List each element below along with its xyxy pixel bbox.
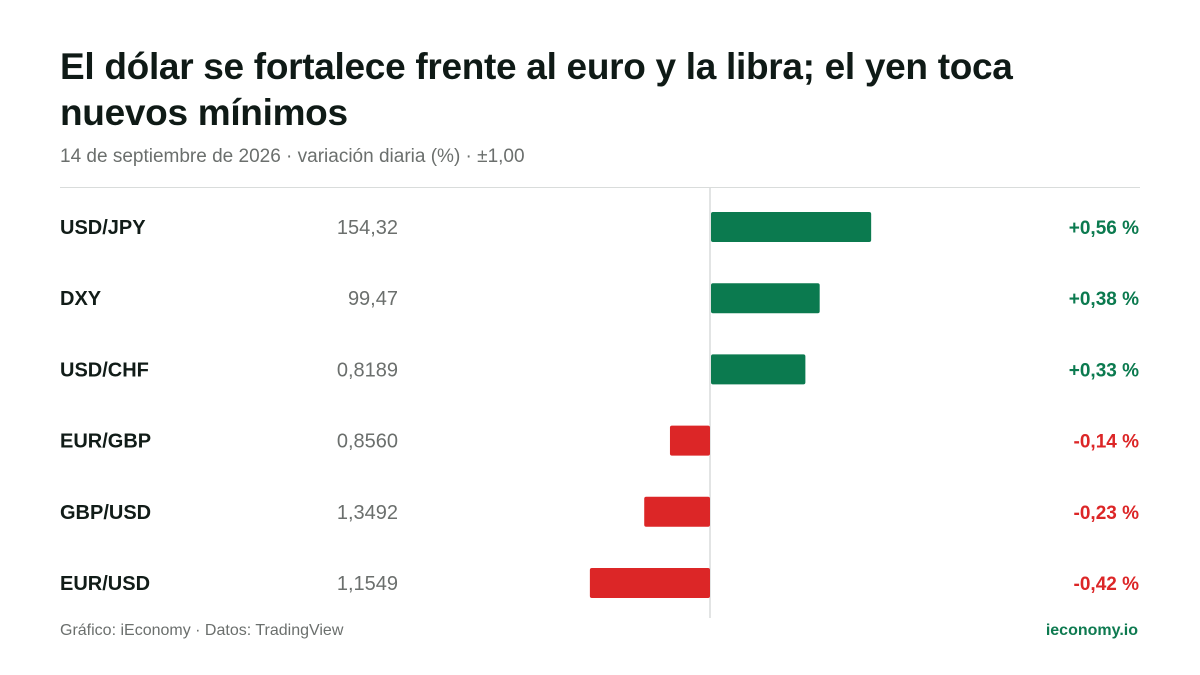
brand-link[interactable]: ieconomy.io xyxy=(1045,622,1138,639)
category-label: EUR/GBP xyxy=(60,431,151,453)
price-label: 0,8189 xyxy=(337,359,398,381)
price-label: 154,32 xyxy=(337,217,398,239)
value-label: -0,42 % xyxy=(1074,574,1140,595)
category-label: GBP/USD xyxy=(60,502,151,524)
category-label: USD/JPY xyxy=(60,217,146,239)
price-label: 1,1549 xyxy=(337,573,398,595)
bar xyxy=(711,212,872,242)
price-label: 1,3492 xyxy=(337,502,398,524)
chart-subtitle: 14 de septiembre de 2026 · variación dia… xyxy=(60,146,525,167)
chart-title: El dólar se fortalece frente al euro y l… xyxy=(60,46,1013,133)
value-label: -0,23 % xyxy=(1074,503,1140,524)
bar-chart: USD/JPY 154,32 +0,56 % DXY 99,47 +0,38 % USD/C… xyxy=(60,188,1140,618)
bar xyxy=(589,568,710,598)
value-label: +0,33 % xyxy=(1069,360,1139,381)
value-label: +0,38 % xyxy=(1069,289,1139,310)
category-label: USD/CHF xyxy=(60,359,149,381)
bar xyxy=(711,283,820,314)
bar xyxy=(644,496,710,527)
price-label: 99,47 xyxy=(348,288,398,310)
category-label: EUR/USD xyxy=(60,573,150,595)
bar xyxy=(669,425,710,456)
value-label: +0,56 % xyxy=(1069,218,1139,239)
category-label: DXY xyxy=(60,288,102,310)
chart-credit: Gráfico: iEconomy · Datos: TradingView xyxy=(60,622,344,639)
header-divider xyxy=(60,187,1140,188)
bar xyxy=(711,354,806,385)
value-label: -0,14 % xyxy=(1074,432,1140,453)
price-label: 0,8560 xyxy=(337,431,398,453)
